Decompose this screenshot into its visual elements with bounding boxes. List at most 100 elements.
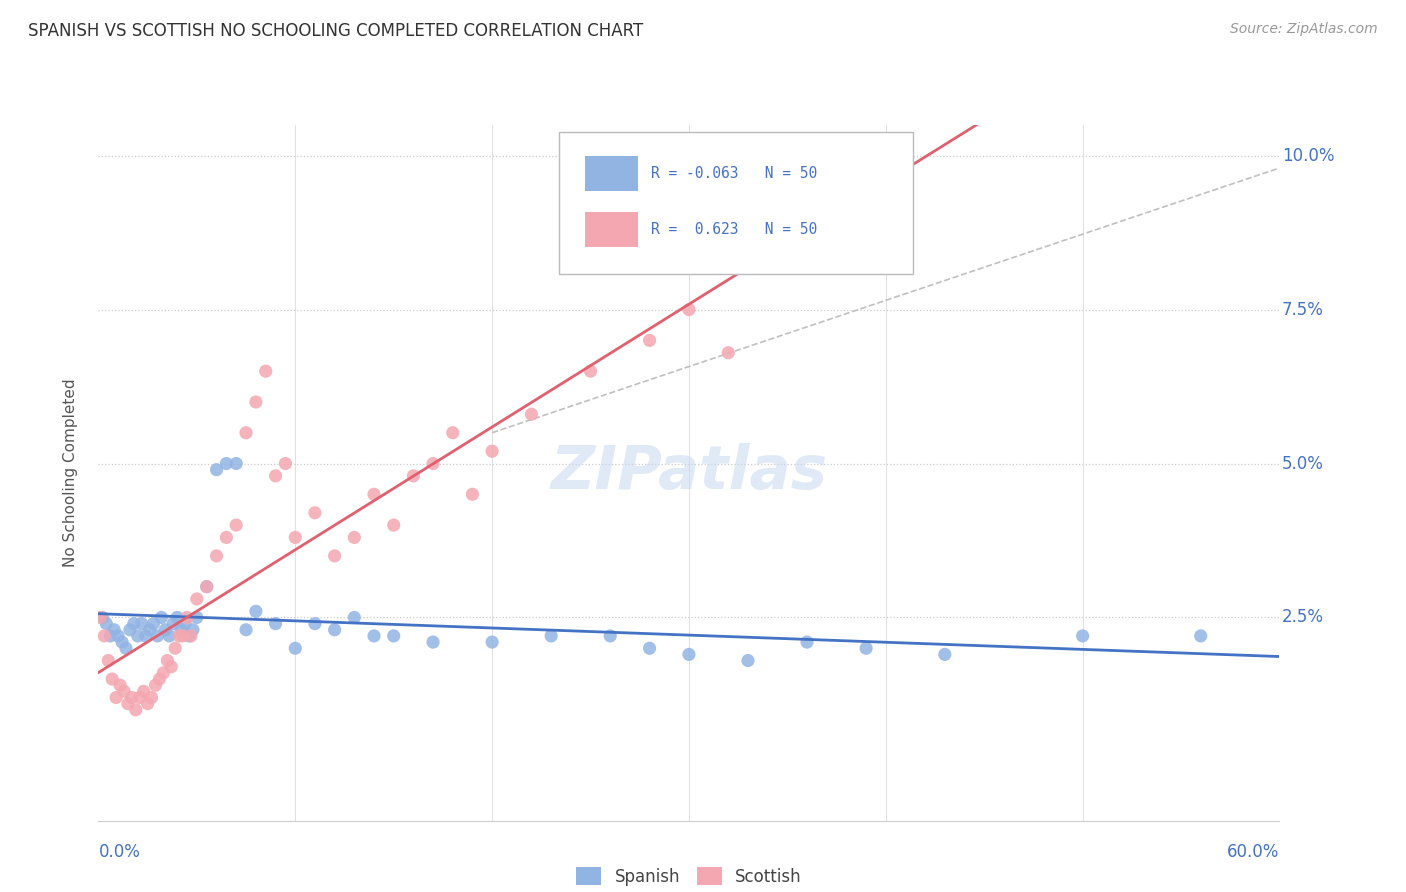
Point: [343, 530, 366, 544]
Point: [245, 604, 267, 618]
Point: [520, 407, 543, 421]
Point: [1071, 629, 1094, 643]
Point: [181, 623, 204, 637]
Point: [125, 703, 148, 717]
Point: [101, 672, 124, 686]
Point: [91, 610, 114, 624]
Point: [105, 690, 128, 705]
Point: [195, 580, 218, 594]
Point: [382, 629, 405, 643]
Text: 2.5%: 2.5%: [1282, 608, 1324, 626]
Point: [264, 616, 287, 631]
Point: [363, 629, 385, 643]
Point: [89, 610, 111, 624]
Point: [186, 610, 208, 624]
Text: 0.0%: 0.0%: [98, 843, 141, 861]
Point: [235, 623, 257, 637]
Point: [441, 425, 464, 440]
Point: [215, 457, 238, 471]
Point: [127, 629, 149, 643]
Point: [343, 610, 366, 624]
Y-axis label: No Schooling Completed: No Schooling Completed: [63, 378, 77, 567]
Point: [855, 641, 877, 656]
Point: [142, 616, 165, 631]
Point: [131, 616, 153, 631]
Point: [108, 678, 131, 692]
Text: ZIPatlas: ZIPatlas: [550, 443, 828, 502]
Point: [165, 641, 187, 656]
Point: [150, 610, 173, 624]
Point: [111, 635, 134, 649]
Point: [737, 654, 759, 668]
Point: [205, 549, 228, 563]
Point: [402, 468, 425, 483]
Point: [304, 616, 326, 631]
Point: [245, 395, 267, 409]
Point: [176, 610, 198, 624]
Text: SPANISH VS SCOTTISH NO SCHOOLING COMPLETED CORRELATION CHART: SPANISH VS SCOTTISH NO SCHOOLING COMPLET…: [28, 22, 644, 40]
Point: [148, 672, 170, 686]
Point: [323, 549, 346, 563]
Point: [135, 629, 157, 643]
Point: [1189, 629, 1212, 643]
Point: [579, 364, 602, 378]
Point: [98, 629, 121, 643]
Point: [160, 659, 183, 673]
Point: [166, 610, 188, 624]
Point: [162, 616, 184, 631]
Point: [205, 463, 228, 477]
Bar: [585, 212, 638, 247]
Point: [422, 635, 444, 649]
Point: [254, 364, 277, 378]
Point: [122, 616, 145, 631]
Point: [128, 690, 150, 705]
Point: [934, 648, 956, 662]
Point: [121, 690, 143, 705]
Point: [146, 629, 169, 643]
Point: [481, 444, 503, 458]
Point: [177, 629, 200, 643]
Point: [180, 629, 202, 643]
Point: [264, 468, 287, 483]
Point: [157, 629, 180, 643]
Bar: [585, 156, 638, 191]
Point: [540, 629, 562, 643]
Point: [422, 457, 444, 471]
Point: [117, 697, 139, 711]
Point: [156, 654, 179, 668]
Text: 5.0%: 5.0%: [1282, 455, 1323, 473]
Text: Source: ZipAtlas.com: Source: ZipAtlas.com: [1230, 22, 1378, 37]
Text: 10.0%: 10.0%: [1282, 146, 1334, 165]
Point: [599, 629, 621, 643]
Point: [145, 678, 167, 692]
Point: [172, 629, 194, 643]
Point: [141, 690, 163, 705]
Point: [225, 457, 247, 471]
Point: [167, 629, 190, 643]
Text: R = -0.063   N = 50: R = -0.063 N = 50: [651, 166, 817, 181]
Point: [115, 641, 138, 656]
Point: [93, 629, 115, 643]
Point: [678, 302, 700, 317]
Point: [215, 530, 238, 544]
Point: [363, 487, 385, 501]
Point: [138, 623, 160, 637]
Legend: Spanish, Scottish: Spanish, Scottish: [569, 861, 808, 892]
Point: [461, 487, 484, 501]
Point: [103, 623, 125, 637]
Point: [284, 530, 307, 544]
Point: [235, 425, 257, 440]
Point: [170, 623, 193, 637]
Point: [174, 616, 197, 631]
Point: [186, 592, 208, 607]
FancyBboxPatch shape: [560, 132, 914, 275]
Point: [152, 665, 174, 680]
Point: [118, 623, 141, 637]
Point: [304, 506, 326, 520]
Point: [195, 580, 218, 594]
Point: [107, 629, 129, 643]
Point: [481, 635, 503, 649]
Point: [678, 648, 700, 662]
Point: [132, 684, 155, 698]
Point: [225, 518, 247, 533]
